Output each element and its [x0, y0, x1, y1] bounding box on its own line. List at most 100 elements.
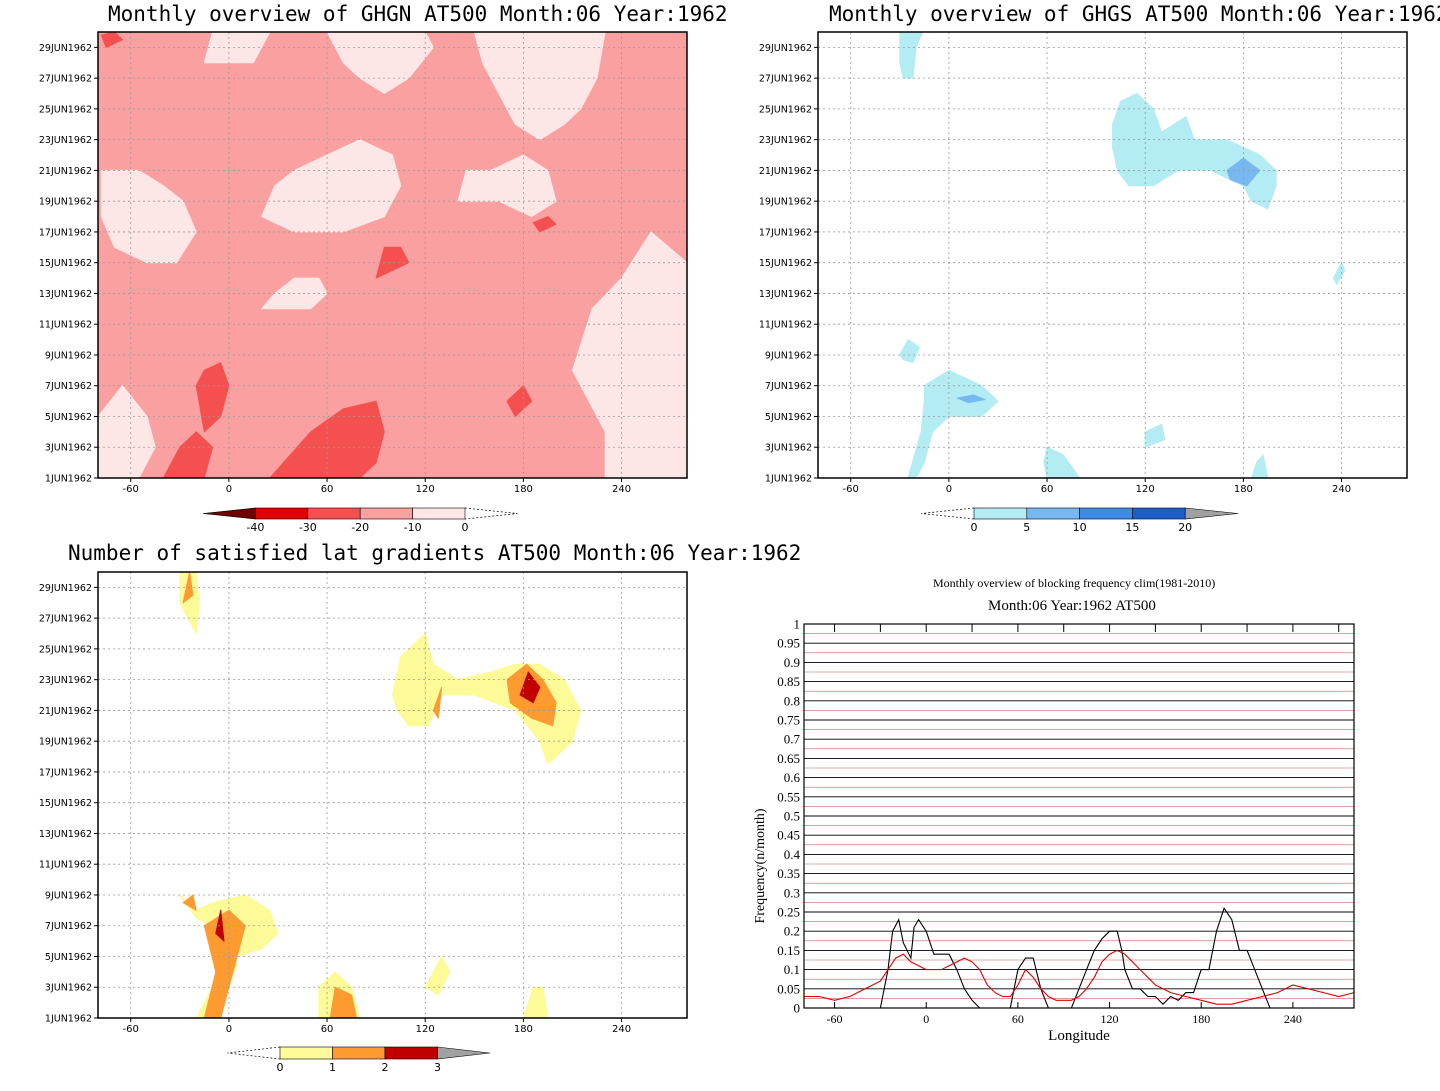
ghgn-regions [98, 32, 687, 478]
grad-ytick-label-12: 25JUN1962 [39, 644, 92, 655]
ghgs-ytick-label-8: 17JUN1962 [759, 227, 812, 238]
freq-ytick-label-19: 0.95 [777, 636, 800, 651]
grad-regions [179, 572, 582, 1018]
ghgs-cbar-swatch-3 [1132, 507, 1186, 520]
grad-ytick-label-8: 17JUN1962 [39, 767, 92, 778]
ghgs-xtick-label-3: 120 [1136, 484, 1155, 495]
grad-xtick-label-3: 120 [416, 1024, 435, 1035]
ghgs-ytick-label-2: 5JUN1962 [765, 412, 812, 423]
freq-xtick-label-3: 120 [1101, 1012, 1119, 1026]
grad-cbar-label-1: 1 [329, 1061, 336, 1074]
ghgs-ytick-label-5: 11JUN1962 [759, 320, 812, 331]
grad-xtick-label-2: 60 [321, 1024, 334, 1035]
freq-ytick-label-0: 0 [794, 1001, 801, 1016]
ghgs-frame [817, 31, 1408, 479]
grad-ytick-label-10: 21JUN1962 [39, 706, 92, 717]
ghgs-ytick-label-14: 29JUN1962 [759, 43, 812, 54]
freq-xtick-label-5: 240 [1284, 1012, 1302, 1026]
freq-ylabel: Frequency(n/month) [753, 808, 768, 923]
grad-ytick-label-1: 3JUN1962 [45, 983, 92, 994]
ghgn-region-9 [98, 385, 156, 478]
grad-cbar-swatch-3 [437, 1046, 491, 1060]
ghgs-xtick-label-1: 0 [946, 484, 952, 495]
freq-ytick-label-3: 0.15 [777, 943, 800, 958]
freq-ytick-label-10: 0.5 [784, 809, 800, 824]
grad-ytick-label-11: 23JUN1962 [39, 675, 92, 686]
ghgn-region-6 [261, 139, 402, 233]
ghgs-ytick-label-1: 3JUN1962 [765, 443, 812, 454]
ghgn-ytick-label-0: 1JUN1962 [45, 474, 92, 485]
frequency-title: Monthly overview of blocking frequency c… [933, 576, 1216, 590]
grad-cbar-label-3: 3 [434, 1061, 441, 1074]
ghgn-ytick-label-9: 19JUN1962 [39, 197, 92, 208]
ghgs-xtick-label-2: 60 [1041, 484, 1054, 495]
grad-region-7 [329, 986, 357, 1018]
grad-frame [97, 571, 688, 1019]
freq-ytick-label-1: 0.05 [777, 981, 800, 996]
freq-ytick-label-5: 0.25 [777, 905, 800, 920]
ghgn-ytick-label-10: 21JUN1962 [39, 166, 92, 177]
gradients-title: Number of satisfied lat gradients AT500 … [68, 541, 802, 565]
ghgn-xtick-label-3: 120 [416, 484, 435, 495]
grad-ytick-label-5: 11JUN1962 [39, 860, 92, 871]
ghgn-region-5 [473, 32, 606, 141]
ghgn-heatmap: 1JUN1962 3JUN1962 5JUN1962 7JUN1962 9JUN1962… [39, 31, 688, 534]
ghgs-xtick-label-5: 240 [1332, 484, 1351, 495]
ghgn-cbar-swatch-1 [255, 507, 309, 520]
ghgn-ytick-label-11: 23JUN1962 [39, 135, 92, 146]
ghgn-ytick-label-2: 5JUN1962 [45, 412, 92, 423]
grad-ytick-label-4: 9JUN1962 [45, 890, 92, 901]
ghgs-cbar-swatch-4 [1184, 507, 1239, 520]
grad-ytick-label-0: 1JUN1962 [45, 1014, 92, 1025]
ghgn-xtick-label-1: 0 [226, 484, 232, 495]
grad-ytick-label-9: 19JUN1962 [39, 737, 92, 748]
ghgn-cbar-label-3: -10 [404, 521, 422, 534]
ghgs-region-6 [1251, 454, 1269, 478]
ghgs-region-2 [907, 369, 999, 478]
freq-ytick-label-16: 0.8 [784, 693, 800, 708]
grad-ytick-label-7: 15JUN1962 [39, 798, 92, 809]
ghgs-regions [899, 32, 1346, 478]
ghgn-ytick-label-6: 13JUN1962 [39, 289, 92, 300]
ghgs-region-8 [1226, 157, 1261, 187]
ghgs-ytick-label-9: 19JUN1962 [759, 197, 812, 208]
grad-ytick-label-14: 29JUN1962 [39, 583, 92, 594]
ghgn-cbar-swatch-3 [359, 507, 413, 520]
ghgn-ytick-label-1: 3JUN1962 [45, 443, 92, 454]
ghgs-xtick-label-0: -60 [843, 484, 859, 495]
ghgs-xtick-label-4: 180 [1234, 484, 1253, 495]
ghgs-region-5 [1144, 423, 1166, 448]
freq-xtick-label-1: 0 [923, 1012, 929, 1026]
ghgs-ytick-label-3: 7JUN1962 [765, 381, 812, 392]
ghgs-cbar-label-4: 20 [1178, 521, 1192, 534]
grad-ytick-label-6: 13JUN1962 [39, 829, 92, 840]
ghgn-region-11 [162, 431, 213, 478]
ghgn-ytick-label-4: 9JUN1962 [45, 350, 92, 361]
ghgn-region-15 [100, 32, 123, 48]
ghgn-cbar-swatch-2 [307, 507, 361, 520]
freq-series-line-1 [804, 949, 1355, 1005]
freq-ytick-label-9: 0.45 [777, 828, 800, 843]
ghgs-cbar-swatch-1 [1026, 507, 1080, 520]
ghgs-region-4 [1043, 446, 1081, 478]
ghgn-region-13 [375, 246, 410, 279]
freq-ytick-label-13: 0.65 [777, 751, 800, 766]
ghgn-cbar-label-4: 0 [462, 521, 469, 534]
ghgn-region-3 [203, 32, 271, 64]
grad-region-10 [182, 894, 197, 911]
freq-xlabel: Longitude [1048, 1028, 1110, 1044]
grad-cbar-swatch-0 [279, 1046, 333, 1060]
ghgn-region-2 [100, 169, 197, 264]
ghgn-region-12 [195, 362, 230, 433]
freq-ytick-label-12: 0.6 [784, 770, 801, 785]
freq-xtick-label-4: 180 [1192, 1012, 1210, 1026]
frequency-line-chart: 0 0.05 0.1 0.15 0.2 0.25 0.3 0.35 0.4 0.45 0.5 0.55… [753, 617, 1355, 1044]
grad-cbar-label-0: 0 [277, 1061, 284, 1074]
ghgn-frame [97, 31, 688, 479]
freq-ytick-label-18: 0.9 [784, 655, 800, 670]
ghgs-cbar-swatch-0 [973, 507, 1028, 520]
ghgn-xtick-label-5: 240 [612, 484, 631, 495]
ghgn-cbar-swatch-4 [412, 507, 466, 520]
ghgn-region-10 [269, 400, 385, 478]
freq-series-line-0 [804, 906, 1354, 1009]
